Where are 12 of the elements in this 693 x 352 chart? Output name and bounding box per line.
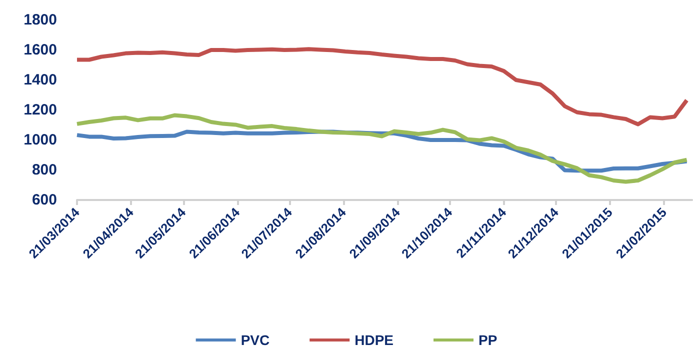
- legend-label: HDPE: [354, 332, 394, 348]
- legend-label: PVC: [240, 332, 270, 348]
- y-tick-label: 1000: [24, 132, 57, 148]
- y-tick-label: 1400: [24, 72, 57, 88]
- y-tick-label: 600: [32, 192, 57, 208]
- y-tick-label: 1600: [24, 42, 57, 58]
- y-tick-label: 1200: [24, 102, 57, 118]
- legend-label: PP: [478, 332, 498, 348]
- y-tick-label: 800: [32, 162, 57, 178]
- line-series: [75, 47, 689, 126]
- y-tick-label: 1800: [24, 12, 57, 28]
- line-series: [75, 113, 689, 184]
